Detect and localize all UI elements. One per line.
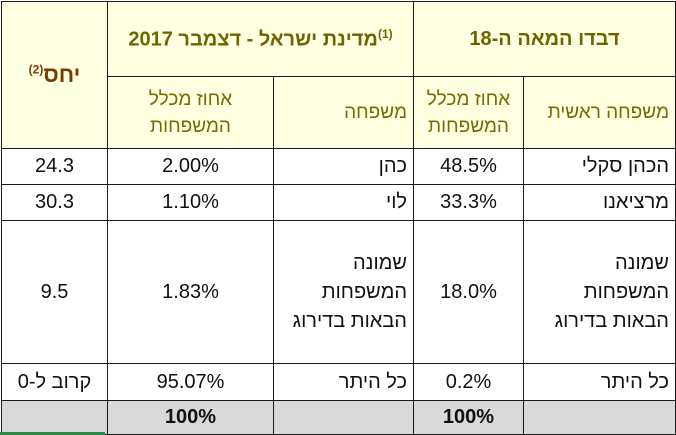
pct-israel-cell: 2.00%	[107, 148, 274, 185]
table-row: 30.3 1.10% לוי 33.3% מרציאנו	[1, 184, 676, 221]
total-ratio-cell	[1, 400, 108, 435]
pct-18-cell: 18.0%	[413, 220, 524, 364]
family-header: משפחה	[273, 76, 414, 149]
selection-corner-marker	[0, 432, 105, 435]
pct-18-cell: 48.5%	[413, 148, 524, 185]
main-family-cell: הכהן סקלי	[523, 148, 676, 185]
totals-row: 100% 100%	[1, 400, 676, 435]
israel-footnote-mark: (1)	[377, 26, 393, 41]
ratio-header-label: יחס	[43, 62, 81, 87]
total-pct-israel-cell: 100%	[107, 400, 274, 435]
israel-2017-header-label: מדינת ישראל - דצמבר 2017	[128, 28, 378, 51]
israel-2017-header: מדינת ישראל - דצמבר 2017(1)	[107, 1, 414, 77]
pct-18-cell: 0.2%	[413, 363, 524, 401]
pct-israel-cell: 1.10%	[107, 184, 274, 221]
family-cell: לוי	[273, 184, 414, 221]
debdou-header-label: דבדו המאה ה-18	[469, 27, 620, 50]
pct-18-cell: 33.3%	[413, 184, 524, 221]
table-row: 9.5 1.83% שמונה המשפחות הבאות בדירוג 18.…	[1, 220, 676, 364]
main-family-cell: כל היתר	[523, 363, 676, 401]
ratio-cell: קרוב ל-0	[1, 363, 108, 401]
total-family-cell	[273, 400, 414, 435]
ratio-header: יחס(2)	[1, 1, 108, 149]
ratio-cell: 24.3	[1, 148, 108, 185]
ratio-footnote-mark: (2)	[28, 62, 44, 77]
ratio-cell: 9.5	[1, 220, 108, 364]
main-family-cell: מרציאנו	[523, 184, 676, 221]
pct-families-israel-header: אחוז מכלל המשפחות	[107, 76, 274, 149]
main-family-header: משפחה ראשית	[523, 76, 676, 149]
table-row: קרוב ל-0 95.07% כל היתר 0.2% כל היתר	[1, 363, 676, 401]
family-cell: כהן	[273, 148, 414, 185]
pct-israel-cell: 1.83%	[107, 220, 274, 364]
ratio-cell: 30.3	[1, 184, 108, 221]
table-row: 24.3 2.00% כהן 48.5% הכהן סקלי	[1, 148, 676, 185]
pct-israel-cell: 95.07%	[107, 363, 274, 401]
debdou-18th-century-header: דבדו המאה ה-18	[413, 1, 676, 77]
main-family-cell: שמונה המשפחות הבאות בדירוג	[523, 220, 676, 364]
pct-families-18-header: אחוז מכלל המשפחות	[413, 76, 524, 149]
family-cell: כל היתר	[273, 363, 414, 401]
total-main-family-cell	[523, 400, 676, 435]
total-pct-18-cell: 100%	[413, 400, 524, 435]
family-cell: שמונה המשפחות הבאות בדירוג	[273, 220, 414, 364]
